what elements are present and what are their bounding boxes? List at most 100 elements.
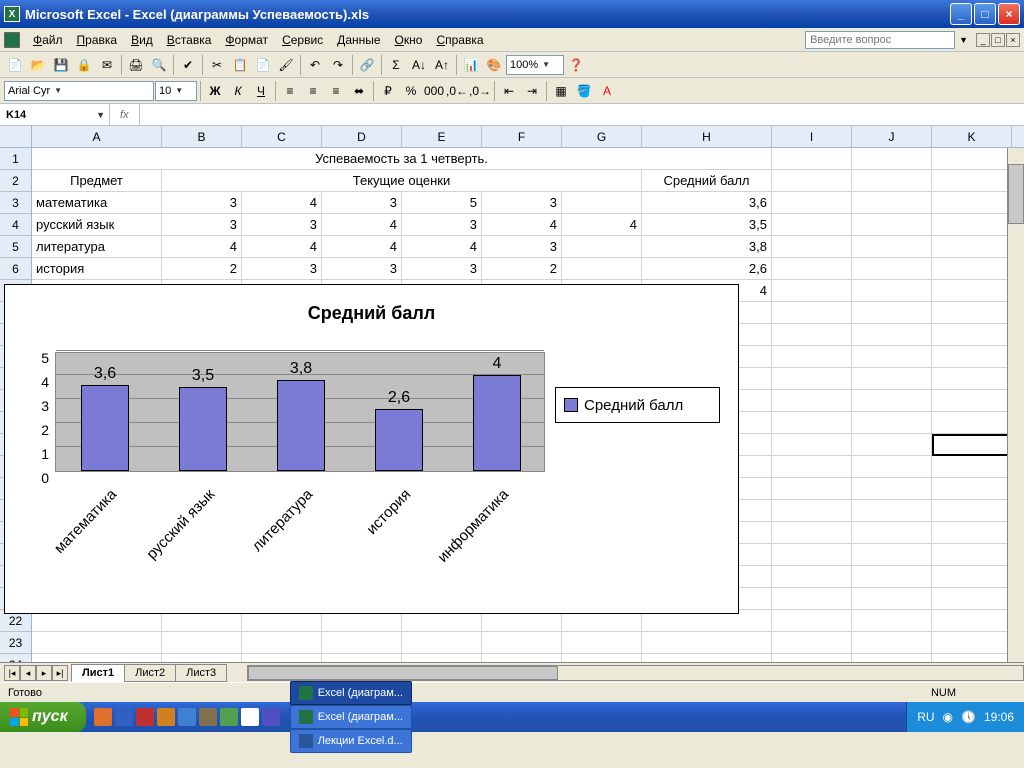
cell[interactable]: 4: [562, 214, 642, 236]
name-box[interactable]: K14 ▼: [0, 104, 110, 125]
cell[interactable]: [322, 632, 402, 654]
sort-desc-icon[interactable]: A↑: [431, 54, 453, 76]
cell[interactable]: [562, 654, 642, 662]
language-indicator[interactable]: RU: [917, 710, 934, 724]
cell[interactable]: [852, 236, 932, 258]
cell[interactable]: [852, 610, 932, 632]
cell[interactable]: [242, 632, 322, 654]
ql-icon[interactable]: [220, 708, 238, 726]
cell[interactable]: 3: [162, 214, 242, 236]
embedded-chart[interactable]: Средний балл 012345 3,63,53,82,64 матема…: [4, 284, 739, 614]
cell[interactable]: [932, 566, 1012, 588]
cell[interactable]: [772, 434, 852, 456]
cell[interactable]: 3: [242, 258, 322, 280]
align-center-icon[interactable]: ≡: [302, 80, 324, 102]
cell[interactable]: [852, 456, 932, 478]
cell[interactable]: 4: [402, 236, 482, 258]
cell[interactable]: [852, 170, 932, 192]
paste-icon[interactable]: 📄: [252, 54, 274, 76]
cell[interactable]: 4: [162, 236, 242, 258]
currency-icon[interactable]: ₽: [377, 80, 399, 102]
cell[interactable]: [932, 302, 1012, 324]
menu-Вставка[interactable]: Вставка: [160, 31, 219, 49]
cell[interactable]: [772, 258, 852, 280]
cell[interactable]: 3: [402, 258, 482, 280]
column-header-B[interactable]: B: [162, 126, 242, 147]
column-header-C[interactable]: C: [242, 126, 322, 147]
column-header-H[interactable]: H: [642, 126, 772, 147]
cell[interactable]: [852, 522, 932, 544]
cell[interactable]: [932, 654, 1012, 662]
column-header-K[interactable]: K: [932, 126, 1012, 147]
cell[interactable]: [162, 654, 242, 662]
cell[interactable]: [772, 478, 852, 500]
cell[interactable]: [772, 368, 852, 390]
underline-icon[interactable]: Ч: [250, 80, 272, 102]
cell[interactable]: Предмет: [32, 170, 162, 192]
cell[interactable]: 3: [322, 258, 402, 280]
cell[interactable]: [932, 170, 1012, 192]
cell[interactable]: [852, 346, 932, 368]
cell[interactable]: [642, 654, 772, 662]
cell[interactable]: [852, 368, 932, 390]
cell[interactable]: история: [32, 258, 162, 280]
window-maximize-button[interactable]: □: [974, 3, 996, 25]
cell[interactable]: [852, 214, 932, 236]
doc-minimize-button[interactable]: _: [976, 33, 990, 47]
column-header-G[interactable]: G: [562, 126, 642, 147]
cell[interactable]: [932, 148, 1012, 170]
permissions-icon[interactable]: 🔒: [73, 54, 95, 76]
chart-icon[interactable]: 📊: [460, 54, 482, 76]
row-header-24[interactable]: 24: [0, 654, 31, 662]
sheet-tab-Лист1[interactable]: Лист1: [71, 664, 125, 682]
cell[interactable]: 3: [482, 192, 562, 214]
dec-decimal-icon[interactable]: ,0→: [469, 80, 491, 102]
cell[interactable]: [772, 280, 852, 302]
ql-icon[interactable]: [94, 708, 112, 726]
ql-icon[interactable]: [136, 708, 154, 726]
zoom-combo[interactable]: 100%▼: [506, 55, 564, 75]
window-close-button[interactable]: ×: [998, 3, 1020, 25]
cell[interactable]: [772, 654, 852, 662]
cell[interactable]: [482, 654, 562, 662]
font-color-icon[interactable]: A: [596, 80, 618, 102]
italic-icon[interactable]: К: [227, 80, 249, 102]
font-size-combo[interactable]: 10▼: [155, 81, 197, 101]
cell[interactable]: 4: [482, 214, 562, 236]
column-header-J[interactable]: J: [852, 126, 932, 147]
cell[interactable]: [772, 522, 852, 544]
cell[interactable]: [932, 236, 1012, 258]
column-header-A[interactable]: A: [32, 126, 162, 147]
cell[interactable]: [932, 610, 1012, 632]
cell[interactable]: [852, 478, 932, 500]
start-button[interactable]: пуск: [0, 702, 86, 732]
cell[interactable]: [32, 654, 162, 662]
tray-icon[interactable]: 🕔: [961, 710, 976, 724]
cell[interactable]: [482, 632, 562, 654]
align-right-icon[interactable]: ≡: [325, 80, 347, 102]
sheet-tab-Лист3[interactable]: Лист3: [175, 664, 227, 682]
cell[interactable]: [852, 192, 932, 214]
cell[interactable]: [852, 258, 932, 280]
menu-Справка[interactable]: Справка: [429, 31, 490, 49]
cell[interactable]: 3: [402, 214, 482, 236]
tab-last-button[interactable]: ▸|: [52, 665, 68, 681]
cell[interactable]: [772, 412, 852, 434]
cell[interactable]: [562, 258, 642, 280]
taskbar-button[interactable]: Лекции Excel.d...: [290, 729, 412, 753]
format-painter-icon[interactable]: 🖌: [275, 54, 297, 76]
ql-icon[interactable]: [262, 708, 280, 726]
cell[interactable]: [932, 280, 1012, 302]
dec-indent-icon[interactable]: ⇤: [498, 80, 520, 102]
ql-icon[interactable]: [115, 708, 133, 726]
menu-Вид[interactable]: Вид: [124, 31, 160, 49]
copy-icon[interactable]: 📋: [229, 54, 251, 76]
cell[interactable]: [852, 280, 932, 302]
undo-icon[interactable]: ↶: [304, 54, 326, 76]
cell[interactable]: [852, 148, 932, 170]
cell[interactable]: 2,6: [642, 258, 772, 280]
cell[interactable]: 4: [242, 236, 322, 258]
cell[interactable]: [932, 412, 1012, 434]
cell[interactable]: русский язык: [32, 214, 162, 236]
cell[interactable]: [562, 236, 642, 258]
